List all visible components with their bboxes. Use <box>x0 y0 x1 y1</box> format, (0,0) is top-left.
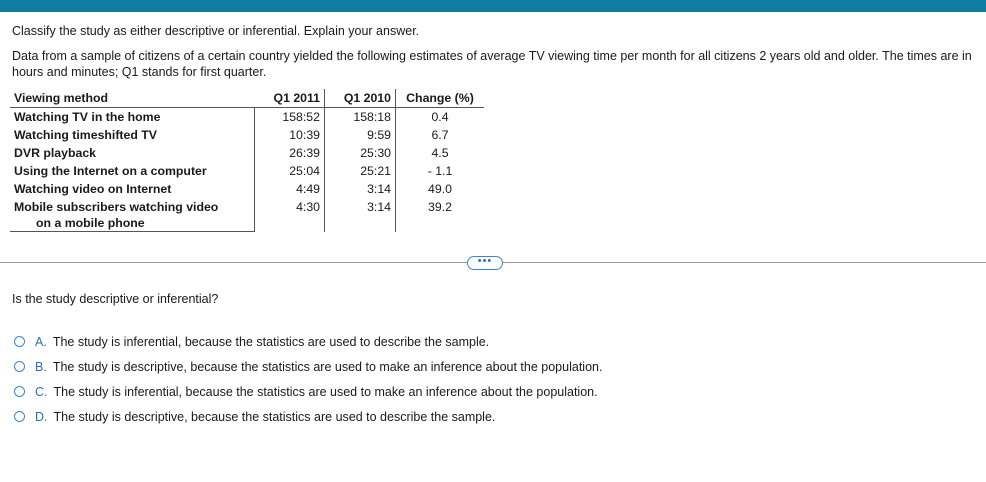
radio-icon[interactable] <box>14 411 25 422</box>
row-method: Using the Internet on a computer <box>14 164 207 178</box>
option-a[interactable]: A. The study is inferential, because the… <box>14 329 602 354</box>
row-method: Watching timeshifted TV <box>14 128 158 142</box>
option-text: The study is inferential, because the st… <box>52 334 490 349</box>
option-c[interactable]: C. The study is inferential, because the… <box>14 379 602 404</box>
table-header-row: Viewing method Q1 2011 Q1 2010 Change (%… <box>10 89 484 108</box>
option-text: The study is descriptive, because the st… <box>52 359 603 374</box>
row-method-line2: on a mobile phone <box>36 216 145 230</box>
radio-icon[interactable] <box>14 336 25 347</box>
row-q1-2010: 25:30 <box>324 144 396 162</box>
row-method-line1: Mobile subscribers watching video <box>14 200 219 214</box>
option-letter: D. <box>35 409 48 424</box>
row-q1-2010: 3:14 <box>324 198 396 232</box>
row-change: 39.2 <box>428 200 452 214</box>
row-method: Watching video on Internet <box>14 182 172 196</box>
row-change: 0.4 <box>431 110 449 124</box>
answer-options: A. The study is inferential, because the… <box>14 329 602 429</box>
row-q1-2010: 158:18 <box>324 107 396 126</box>
question-text: Is the study descriptive or inferential? <box>12 292 219 306</box>
radio-icon[interactable] <box>14 386 25 397</box>
table-row: DVR playback 26:39 25:30 4.5 <box>10 144 484 162</box>
row-q1-2010: 3:14 <box>324 180 396 198</box>
intro-text: Data from a sample of citizens of a cert… <box>12 49 972 79</box>
row-change: 49.0 <box>428 182 452 196</box>
table-row: Watching video on Internet 4:49 3:14 49.… <box>10 180 484 198</box>
row-q1-2011: 158:52 <box>253 107 325 126</box>
row-q1-2010: 25:21 <box>324 162 396 180</box>
row-q1-2011: 10:39 <box>253 126 325 144</box>
viewing-time-table: Viewing method Q1 2011 Q1 2010 Change (%… <box>10 89 484 232</box>
header-q1-2010: Q1 2010 <box>324 89 396 108</box>
option-text: The study is inferential, because the st… <box>53 384 598 399</box>
row-change: 4.5 <box>431 146 449 160</box>
option-text: The study is descriptive, because the st… <box>53 409 496 424</box>
more-button[interactable]: ••• <box>467 256 503 270</box>
row-q1-2010: 9:59 <box>324 126 396 144</box>
table-row: Using the Internet on a computer 25:04 2… <box>10 162 484 180</box>
table-row: Watching TV in the home 158:52 158:18 0.… <box>10 107 484 126</box>
row-method: DVR playback <box>14 146 97 160</box>
option-letter: B. <box>35 359 47 374</box>
option-b[interactable]: B. The study is descriptive, because the… <box>14 354 602 379</box>
row-method: Watching TV in the home <box>14 110 161 124</box>
row-q1-2011: 4:49 <box>253 180 325 198</box>
option-d[interactable]: D. The study is descriptive, because the… <box>14 404 602 429</box>
header-q1-2011: Q1 2011 <box>254 89 325 108</box>
row-method: Mobile subscribers watching video on a m… <box>10 198 254 232</box>
table-row: Mobile subscribers watching video on a m… <box>10 198 484 232</box>
option-letter: A. <box>35 334 47 349</box>
instruction-text: Classify the study as either descriptive… <box>12 24 420 38</box>
row-q1-2011: 4:30 <box>253 198 325 232</box>
table-row: Watching timeshifted TV 10:39 9:59 6.7 <box>10 126 484 144</box>
row-q1-2011: 25:04 <box>253 162 325 180</box>
top-bar <box>0 0 986 12</box>
header-viewing-method: Viewing method <box>10 89 254 108</box>
row-q1-2011: 26:39 <box>253 144 325 162</box>
row-change: 6.7 <box>431 128 449 142</box>
radio-icon[interactable] <box>14 361 25 372</box>
row-change: - 1.1 <box>427 164 453 178</box>
header-change: Change (%) <box>395 89 484 108</box>
option-letter: C. <box>35 384 48 399</box>
